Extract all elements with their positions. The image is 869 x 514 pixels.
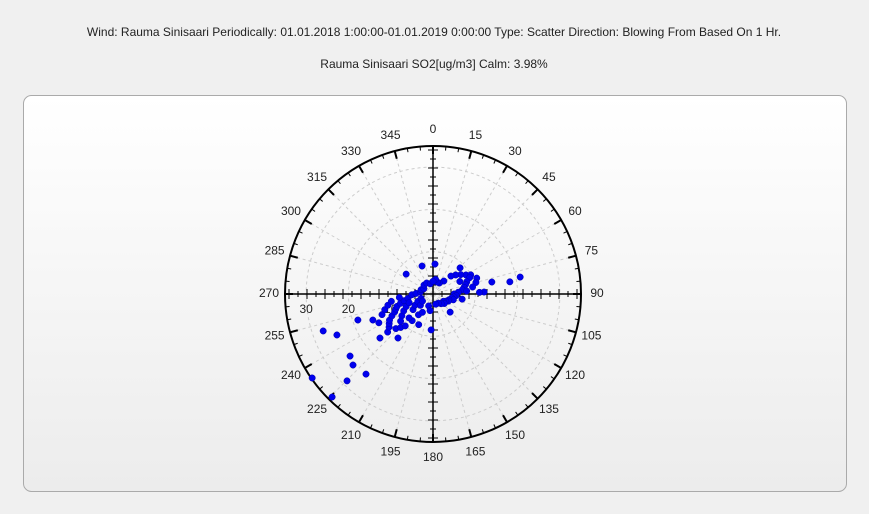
grid-spoke [394, 293, 434, 438]
angle-tick-label: 15 [469, 128, 483, 142]
point [395, 294, 403, 301]
point [328, 393, 336, 401]
point [418, 308, 426, 316]
angle-tick-label: 30 [508, 144, 522, 158]
point [476, 288, 483, 296]
r-tick-label: 20 [342, 302, 356, 316]
angle-tick-label: 90 [590, 286, 604, 300]
angle-tick-label: 270 [259, 286, 279, 300]
chart-title: Wind: Rauma Sinisaari Periodically: 01.0… [87, 25, 781, 39]
point [405, 299, 413, 307]
angle-tick-label: 135 [539, 402, 559, 416]
angle-tick-label: 240 [281, 368, 301, 382]
angle-tick-label: 225 [307, 402, 327, 416]
point [469, 283, 477, 291]
angle-tick-label: 345 [381, 128, 401, 142]
point [319, 327, 327, 335]
grid-spoke [304, 293, 434, 369]
point [401, 322, 409, 330]
grid-spoke [432, 293, 472, 438]
outer-circle [284, 145, 582, 443]
point [405, 314, 413, 322]
angle-tick-label: 195 [381, 445, 401, 459]
point [446, 308, 454, 316]
angle-tick-label: 165 [465, 445, 485, 459]
point [394, 334, 402, 342]
point [346, 352, 354, 360]
angle-tick-label: 285 [265, 244, 285, 258]
r-tick-label: 30 [299, 302, 313, 316]
point [354, 316, 362, 324]
point [376, 334, 384, 342]
angle-tick-label: 150 [505, 428, 525, 442]
grid-spoke [289, 255, 434, 295]
grid-spoke [432, 293, 508, 423]
angle-tick-label: 105 [581, 329, 601, 343]
point [333, 331, 341, 339]
angle-tick-label: 210 [341, 428, 361, 442]
grid-spoke [432, 255, 577, 295]
point [456, 278, 464, 285]
point [432, 300, 440, 308]
angle-tick-label: 60 [568, 204, 582, 218]
point [463, 287, 471, 295]
chart-subtitle: Rauma Sinisaari SO2[ug/m3] Calm: 3.98% [320, 57, 548, 71]
point [488, 278, 496, 286]
grid-spoke [432, 150, 472, 295]
angle-tick-label: 75 [585, 244, 599, 258]
point [343, 377, 351, 385]
point [427, 326, 435, 334]
point [456, 264, 464, 272]
angle-tick-label: 45 [542, 170, 556, 184]
point [397, 317, 405, 325]
angle-tick-label: 0 [430, 122, 437, 136]
point [426, 307, 434, 315]
point [431, 260, 439, 268]
point [362, 370, 370, 378]
point [387, 297, 395, 305]
point [369, 316, 377, 324]
grid-spoke [394, 150, 434, 295]
grid-spoke [304, 219, 434, 295]
point [506, 278, 514, 286]
point [516, 273, 524, 281]
point [415, 321, 423, 329]
grid-spoke [432, 293, 577, 333]
angle-tick-label: 120 [565, 368, 585, 382]
point [375, 319, 383, 327]
point [308, 374, 316, 382]
grid-spoke [327, 188, 434, 295]
point [418, 262, 426, 270]
angle-tick-label: 300 [281, 204, 301, 218]
angle-tick-label: 255 [265, 329, 285, 343]
point [349, 361, 357, 369]
angle-tick-label: 180 [423, 450, 443, 464]
point [447, 272, 455, 280]
point [429, 277, 437, 285]
point [419, 297, 426, 305]
point [458, 295, 466, 303]
grid-spoke [432, 293, 562, 369]
grid-spoke [432, 219, 562, 295]
angle-tick-label: 315 [307, 170, 327, 184]
grid-spoke [432, 165, 508, 295]
point [402, 270, 410, 278]
grid-spoke [358, 165, 434, 295]
angle-tick-label: 330 [341, 144, 361, 158]
